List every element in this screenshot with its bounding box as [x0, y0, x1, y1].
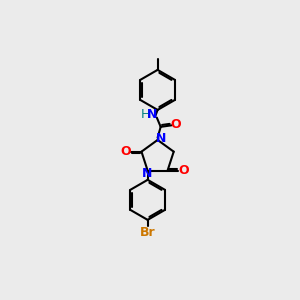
Text: H: H — [141, 108, 150, 121]
Text: Br: Br — [140, 226, 155, 239]
Text: O: O — [120, 145, 130, 158]
Text: O: O — [171, 118, 182, 131]
Text: N: N — [142, 167, 152, 180]
Text: N: N — [147, 108, 158, 121]
Text: O: O — [178, 164, 189, 177]
Text: N: N — [156, 132, 167, 145]
